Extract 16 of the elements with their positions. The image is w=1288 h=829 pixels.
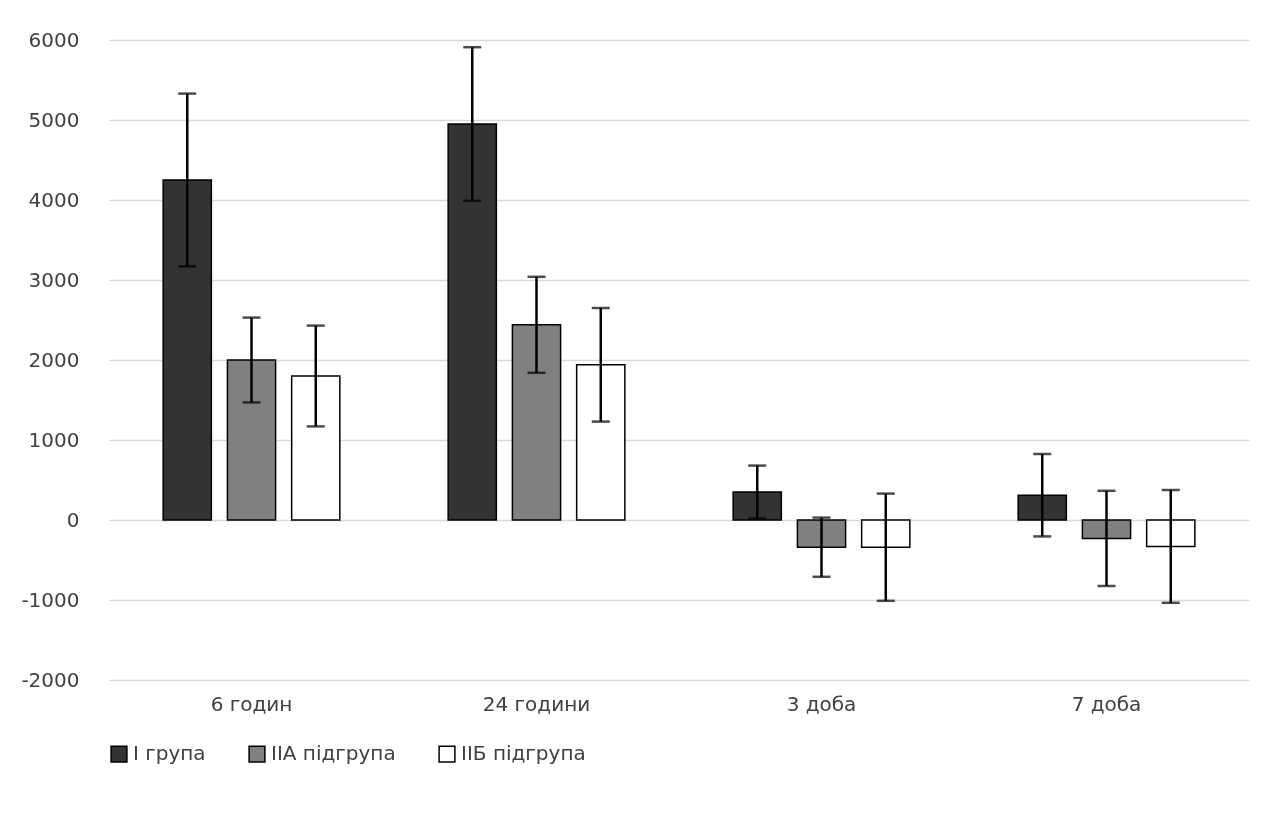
legend-label: ІІА підгрупа [271, 741, 396, 766]
x-tick-label: 6 годин [210, 691, 293, 716]
y-tick-label: 0 [66, 507, 80, 532]
legend-label: І група [133, 741, 206, 766]
y-tick-label: 6000 [28, 27, 80, 52]
y-tick-label: 5000 [28, 107, 80, 132]
legend-label: ІІБ підгрупа [461, 741, 586, 766]
y-tick-label: -1000 [21, 587, 80, 612]
y-tick-label: 2000 [28, 347, 80, 372]
y-tick-label: -2000 [21, 667, 80, 692]
x-tick-label: 7 доба [1071, 691, 1142, 716]
x-tick-label: 24 години [482, 691, 591, 716]
y-tick-label: 3000 [28, 267, 80, 292]
y-tick-label: 4000 [28, 187, 80, 212]
x-tick-label: 3 доба [786, 691, 857, 716]
y-tick-label: 1000 [28, 427, 80, 452]
